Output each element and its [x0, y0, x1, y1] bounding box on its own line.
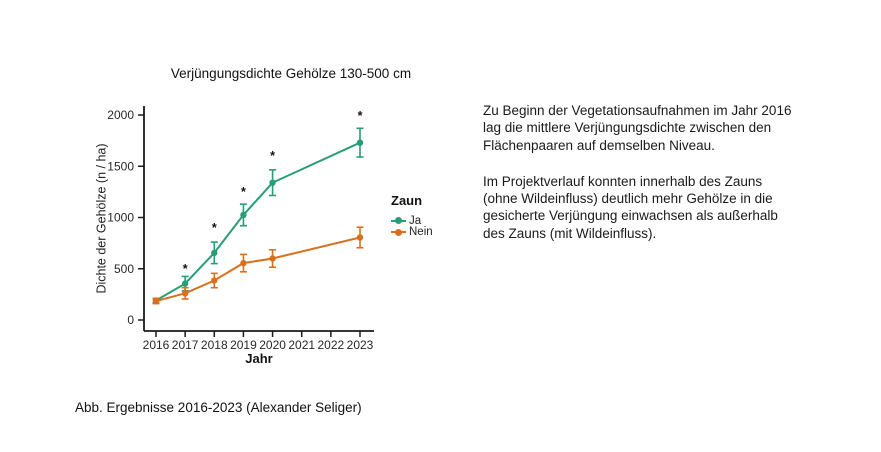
data-point — [181, 280, 189, 287]
legend-item-ja: Ja — [391, 215, 433, 227]
legend-label-nein: Nein — [409, 226, 433, 239]
x-tick-label: 2021 — [288, 338, 315, 352]
legend-key-ja-icon — [391, 216, 406, 226]
significance-asterisk: * — [183, 262, 188, 276]
x-axis-title: Jahr — [245, 351, 273, 366]
data-point — [240, 211, 247, 219]
data-point — [269, 179, 276, 186]
significance-asterisk: * — [212, 221, 217, 235]
series-line — [155, 236, 361, 303]
y-tick-label: 1000 — [107, 211, 134, 225]
significance-markers: * * * * * — [183, 109, 363, 276]
significance-asterisk: * — [270, 149, 275, 163]
x-tick-label: 2020 — [259, 338, 286, 352]
x-tick-label: 2022 — [318, 338, 345, 352]
series-nein — [152, 226, 364, 305]
y-tick-label: 500 — [114, 262, 134, 276]
x-tick-label: 2019 — [230, 338, 257, 352]
data-point — [152, 297, 160, 305]
x-tick-label: 2016 — [143, 338, 170, 352]
x-tick-label: 2018 — [201, 338, 228, 352]
x-tick-label: 2023 — [347, 338, 374, 352]
chart-title: Verjüngungsdichte Gehölze 130-500 cm — [170, 66, 412, 81]
figure-caption: Abb. Ergebnisse 2016-2023 (Alexander Sel… — [75, 400, 362, 415]
axes: 0 500 1000 1500 2000 2016 2017 2018 2019 2020 2021… — [107, 106, 374, 352]
data-point — [240, 259, 247, 267]
series-ja — [152, 127, 364, 304]
series-line — [155, 141, 361, 302]
x-tick-label: 2017 — [172, 338, 199, 352]
data-point — [211, 277, 218, 284]
description-text: Zu Beginn der Vegetationsaufnahmen im Ja… — [483, 102, 881, 242]
data-point — [356, 139, 364, 146]
y-tick-label: 2000 — [107, 108, 134, 122]
y-tick-label: 0 — [127, 313, 134, 327]
significance-asterisk: * — [358, 109, 363, 123]
data-point — [181, 290, 189, 297]
significance-asterisk: * — [241, 185, 246, 199]
y-tick-label: 1500 — [107, 159, 134, 173]
legend: Zaun Ja Nein — [391, 193, 433, 238]
legend-label-ja: Ja — [409, 214, 422, 227]
legend-title: Zaun — [391, 193, 423, 208]
legend-key-nein-icon — [391, 227, 406, 237]
data-point — [356, 234, 364, 241]
description-paragraph-1: Zu Beginn der Vegetationsaufnahmen im Ja… — [483, 103, 792, 153]
legend-item-nein: Nein — [391, 226, 433, 239]
line-chart-plot: 0 500 1000 1500 2000 2016 2017 2018 2019 2020 2021… — [107, 106, 374, 352]
description-paragraph-2: Im Projektverlauf konnten innerhalb des … — [483, 173, 778, 241]
data-point — [211, 249, 218, 257]
data-point — [269, 255, 276, 262]
